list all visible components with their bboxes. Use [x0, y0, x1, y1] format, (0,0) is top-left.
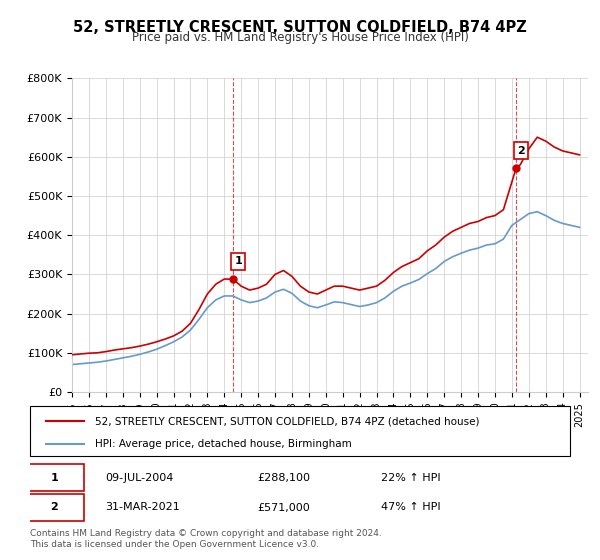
Text: 1: 1	[50, 473, 58, 483]
Text: 09-JUL-2004: 09-JUL-2004	[106, 473, 174, 483]
Text: 22% ↑ HPI: 22% ↑ HPI	[381, 473, 440, 483]
Text: Contains HM Land Registry data © Crown copyright and database right 2024.
This d: Contains HM Land Registry data © Crown c…	[30, 529, 382, 549]
Text: 2: 2	[50, 502, 58, 512]
Text: 47% ↑ HPI: 47% ↑ HPI	[381, 502, 440, 512]
Text: £288,100: £288,100	[257, 473, 310, 483]
Text: 2: 2	[517, 146, 525, 156]
Text: 31-MAR-2021: 31-MAR-2021	[106, 502, 181, 512]
FancyBboxPatch shape	[25, 464, 84, 492]
Text: HPI: Average price, detached house, Birmingham: HPI: Average price, detached house, Birm…	[95, 439, 352, 449]
FancyBboxPatch shape	[25, 494, 84, 521]
Text: 1: 1	[234, 256, 242, 267]
FancyBboxPatch shape	[30, 406, 570, 456]
Text: 52, STREETLY CRESCENT, SUTTON COLDFIELD, B74 4PZ (detached house): 52, STREETLY CRESCENT, SUTTON COLDFIELD,…	[95, 416, 479, 426]
Text: Price paid vs. HM Land Registry's House Price Index (HPI): Price paid vs. HM Land Registry's House …	[131, 31, 469, 44]
Text: £571,000: £571,000	[257, 502, 310, 512]
Text: 52, STREETLY CRESCENT, SUTTON COLDFIELD, B74 4PZ: 52, STREETLY CRESCENT, SUTTON COLDFIELD,…	[73, 20, 527, 35]
